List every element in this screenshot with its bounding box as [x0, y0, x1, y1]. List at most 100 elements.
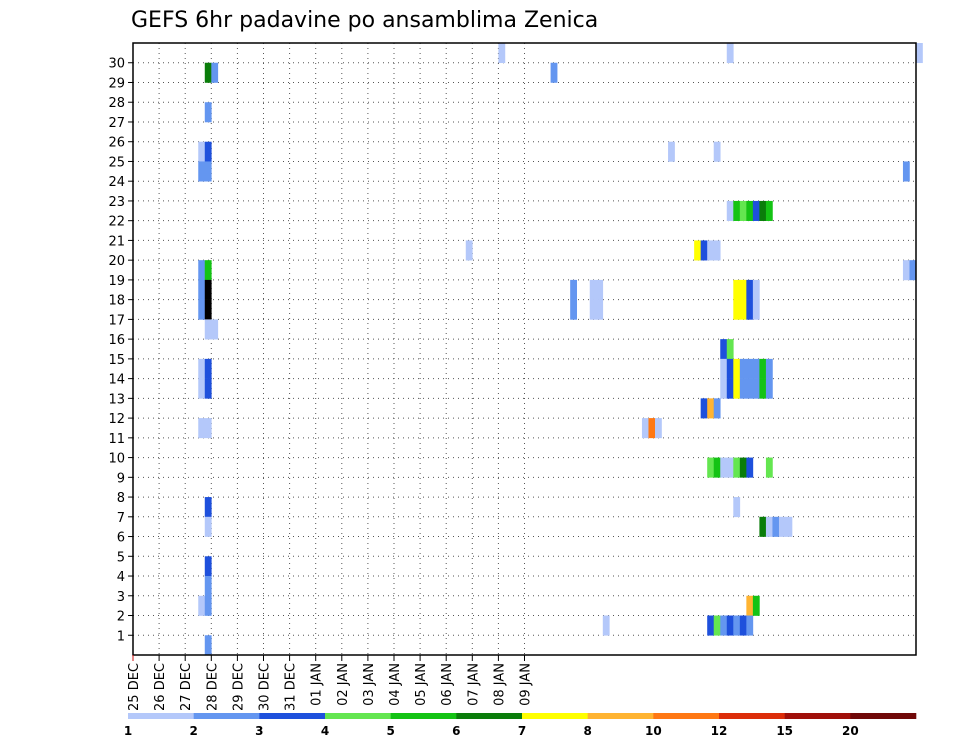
colorbar-label: 4 [321, 724, 329, 738]
y-tick-label: 30 [108, 57, 125, 72]
x-tick-label: 29 DEC [231, 663, 246, 711]
y-tick-label: 15 [108, 353, 125, 368]
y-tick-label: 12 [108, 412, 125, 427]
heatmap-cell [198, 299, 206, 320]
heatmap-cell [570, 279, 577, 300]
heatmap-cell [465, 240, 473, 261]
heatmap-cell [733, 299, 741, 320]
y-tick-label: 19 [108, 274, 125, 289]
colorbar-swatch [193, 713, 260, 719]
colorbar-swatch [587, 713, 654, 719]
colorbar-swatch [128, 713, 194, 719]
y-tick-label: 5 [117, 550, 125, 565]
heatmap-cell [720, 339, 728, 360]
heatmap-cell [759, 378, 767, 399]
y-tick-label: 20 [108, 254, 125, 269]
heatmap-cell [204, 378, 212, 399]
colorbar-swatch [259, 713, 326, 719]
heatmap-cell [765, 516, 773, 537]
heatmap-cell [752, 378, 760, 399]
heatmap-cell [204, 358, 212, 379]
heatmap-cell [198, 378, 206, 399]
heatmap-cell [204, 299, 212, 320]
colorbar-label: 3 [255, 724, 263, 738]
heatmap-cell [916, 43, 923, 64]
heatmap-cell [778, 516, 786, 537]
colorbar-swatch [390, 713, 457, 719]
heatmap-cell [198, 141, 206, 162]
heatmap-cell [726, 358, 734, 379]
y-tick-label: 23 [108, 195, 125, 210]
heatmap-cell [700, 398, 708, 419]
heatmap-cell [759, 358, 767, 379]
y-tick-label: 6 [117, 531, 125, 546]
heatmap-cell [733, 279, 741, 300]
heatmap-cell [765, 378, 773, 399]
heatmap-cell [772, 516, 780, 537]
heatmap-cell [204, 62, 212, 83]
heatmap-cell [707, 398, 715, 419]
y-tick-label: 8 [117, 491, 125, 506]
y-tick-label: 17 [108, 313, 125, 328]
heatmap-cell [204, 516, 212, 537]
heatmap-cell [746, 200, 754, 221]
colorbar-label: 15 [776, 724, 793, 738]
heatmap-cell [765, 200, 773, 221]
heatmap-cell [589, 279, 597, 300]
y-tick-label: 25 [108, 155, 125, 170]
y-tick-label: 2 [117, 610, 125, 625]
colorbar-label: 12 [711, 724, 728, 738]
heatmap-cell [726, 457, 734, 478]
colorbar-swatch [784, 713, 851, 719]
heatmap-cell [746, 279, 754, 300]
x-tick-label: 06 JAN [440, 663, 455, 706]
heatmap-cell [713, 141, 721, 162]
heatmap-cell [739, 299, 747, 320]
heatmap-cell [641, 418, 649, 439]
heatmap-cell [720, 615, 728, 636]
heatmap-cell [204, 260, 212, 281]
y-tick-label: 24 [108, 175, 125, 190]
colorbar-label: 1 [124, 724, 132, 738]
heatmap-cell [596, 279, 604, 300]
heatmap-cell [902, 161, 910, 182]
heatmap-cell [726, 43, 734, 64]
y-tick-label: 3 [117, 590, 125, 605]
y-tick-label: 27 [108, 116, 125, 131]
heatmap-cell [668, 141, 675, 162]
x-tick-label: 01 JAN [310, 663, 325, 706]
heatmap-cell [746, 378, 754, 399]
heatmap-cell [733, 615, 741, 636]
y-tick-label: 26 [108, 136, 125, 151]
y-tick-label: 11 [108, 432, 125, 447]
heatmap-cell [785, 516, 793, 537]
heatmap-cell [726, 200, 734, 221]
heatmap-cell [602, 615, 610, 636]
heatmap-cell [198, 418, 206, 439]
y-tick-label: 21 [108, 234, 125, 249]
colorbar-label: 10 [645, 724, 662, 738]
heatmap-cell [739, 358, 747, 379]
heatmap-cell [596, 299, 604, 320]
heatmap-cell [746, 615, 754, 636]
colorbar-label: 6 [452, 724, 460, 738]
heatmap-cell [765, 358, 773, 379]
heatmap-cell [759, 516, 767, 537]
x-tick-label: 03 JAN [362, 663, 377, 706]
heatmap-cell [746, 595, 754, 616]
colorbar-label: 8 [583, 724, 591, 738]
colorbar-swatch [522, 713, 588, 719]
heatmap-cell [733, 497, 741, 518]
colorbar-label: 7 [518, 724, 526, 738]
heatmap-cell [739, 457, 747, 478]
heatmap-cell [752, 279, 760, 300]
heatmap-cell [204, 102, 212, 123]
heatmap-cell [707, 457, 715, 478]
heatmap-cell [765, 457, 773, 478]
heatmap-cell [198, 260, 206, 281]
heatmap-cell [198, 358, 206, 379]
heatmap-cell [746, 299, 754, 320]
heatmap-cell [733, 200, 741, 221]
heatmap-cell [570, 299, 577, 320]
heatmap-cell [726, 615, 734, 636]
